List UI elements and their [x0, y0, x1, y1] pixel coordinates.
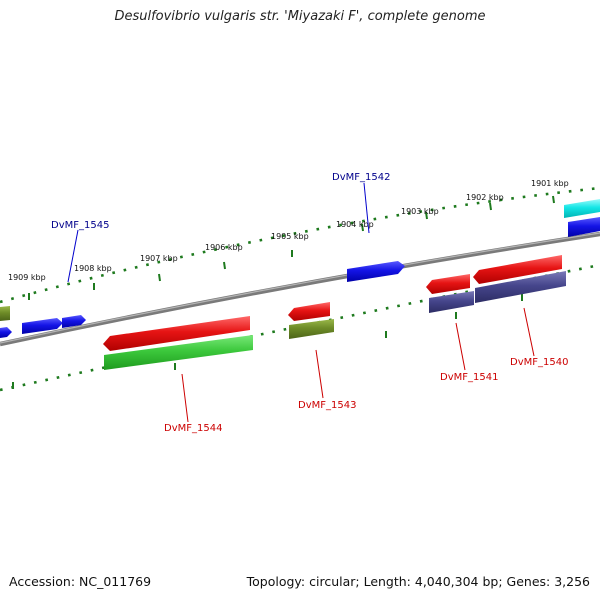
leader-dvmf-1541 [455, 322, 466, 371]
gene-dvmf-1542-arrow[interactable] [347, 261, 405, 282]
scale-label-1905: 1905 kbp [271, 232, 309, 241]
scale-label-1901: 1901 kbp [531, 179, 569, 188]
genome-summary: Topology: circular; Length: 4,040,304 bp… [246, 574, 590, 589]
gene-label-dvmf-1545[interactable]: DvMF_1545 [51, 220, 109, 231]
feature-left-edge-olive[interactable] [0, 306, 10, 321]
gene-dvmf-1540-arrow[interactable] [473, 255, 562, 284]
leader-dvmf-1545 [67, 229, 79, 283]
gene-dvmf-1545-arrow[interactable] [62, 315, 86, 328]
scale-label-1904: 1904 kbp [336, 220, 374, 229]
gene-label-dvmf-1541[interactable]: DvMF_1541 [440, 372, 498, 383]
map-title: Desulfovibrio vulgaris str. 'Miyazaki F'… [114, 9, 486, 24]
feature-dvmf-1540-purple[interactable] [475, 271, 566, 303]
leader-dvmf-1543 [315, 349, 324, 399]
leader-dvmf-1542 [363, 182, 370, 234]
gene-label-dvmf-1542[interactable]: DvMF_1542 [332, 172, 390, 183]
leader-dvmf-1540 [523, 307, 535, 357]
scale-label-1903: 1903 kbp [401, 207, 439, 216]
feature-right-edge-cyan[interactable] [564, 199, 600, 218]
gene-dvmf-1546-arrow[interactable] [22, 318, 63, 334]
gene-dvmf-1544-arrow[interactable] [103, 316, 250, 351]
outer-major-ticks [28, 195, 555, 300]
gene-label-dvmf-1540[interactable]: DvMF_1540 [510, 357, 568, 368]
feature-dvmf-1543-olive[interactable] [289, 319, 334, 339]
scale-label-1907: 1907 kbp [140, 254, 178, 263]
inner-major-ticks [12, 294, 523, 389]
gene-label-dvmf-1543[interactable]: DvMF_1543 [298, 400, 356, 411]
genome-backbone [0, 231, 600, 347]
leader-dvmf-1544 [181, 373, 189, 423]
gene-left-edge-arrow[interactable] [0, 327, 12, 338]
feature-dvmf-1541-purple[interactable] [429, 291, 474, 313]
gene-dvmf-1543-arrow[interactable] [288, 302, 330, 321]
scale-label-1908: 1908 kbp [74, 264, 112, 273]
scale-labels: 1901 kbp 1902 kbp 1903 kbp 1904 kbp 1905… [8, 179, 569, 282]
scale-label-1909: 1909 kbp [8, 273, 46, 282]
gene-right-edge-blue[interactable] [568, 217, 600, 237]
scale-label-1902: 1902 kbp [466, 193, 504, 202]
gene-dvmf-1541-arrow[interactable] [426, 274, 470, 294]
gene-label-dvmf-1544[interactable]: DvMF_1544 [164, 423, 222, 434]
scale-label-1906: 1906 kbp [205, 243, 243, 252]
accession-label: Accession: NC_011769 [9, 574, 152, 589]
feature-dvmf-1544-green[interactable] [104, 335, 253, 370]
